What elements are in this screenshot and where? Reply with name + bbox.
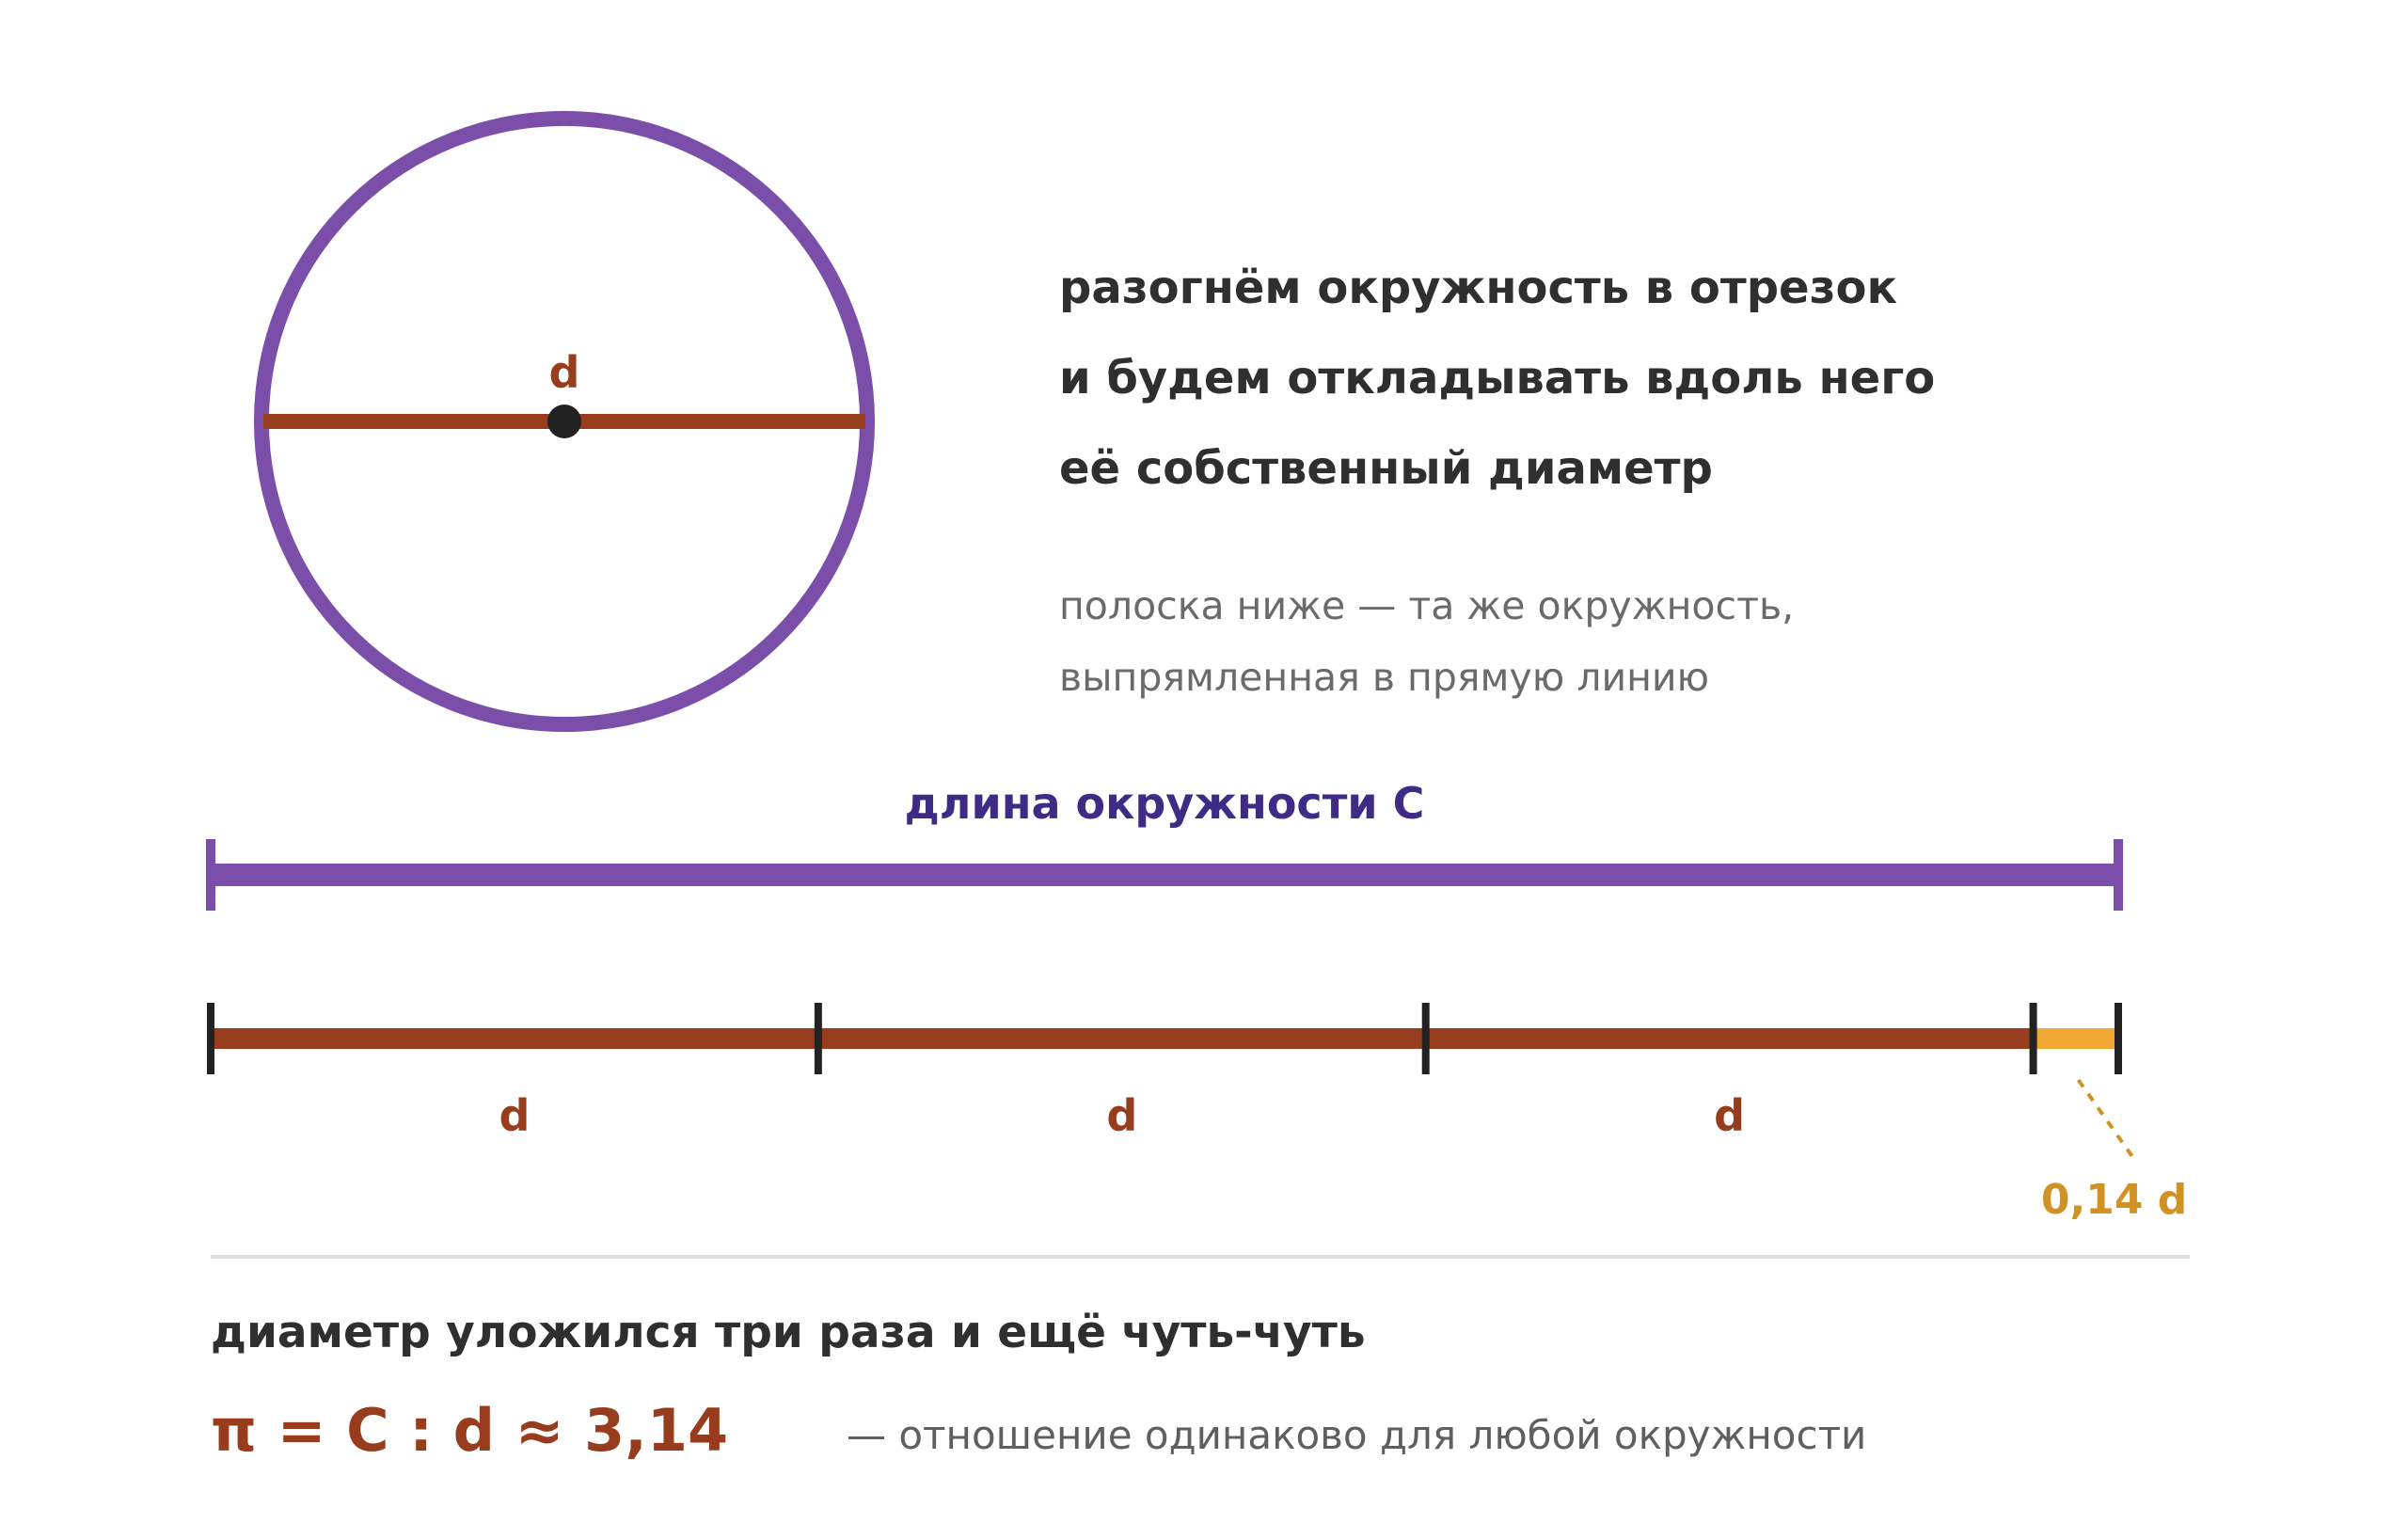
remainder-leader-line — [2076, 1078, 2139, 1165]
circle-group: d — [254, 111, 875, 732]
diameter-segment-label-1: d — [499, 1090, 530, 1141]
note-line-2: выпрямленная в прямую линию — [1059, 655, 1709, 700]
circle-center-dot — [547, 405, 581, 438]
diameter-segment-label-2: d — [1106, 1090, 1137, 1141]
formula-note: — отношение одинаково для любой окружнос… — [847, 1412, 1866, 1458]
note-line-1: полоска ниже — та же окружность, — [1059, 583, 1794, 628]
pi-formula: π = C : d ≈ 3,14 — [211, 1396, 728, 1465]
diameter-segment-label-3: d — [1714, 1090, 1745, 1141]
remainder-label: 0,14 d — [2041, 1176, 2187, 1224]
circle — [254, 111, 875, 732]
heading-block: разогнём окружность в отрезок и будем от… — [1059, 262, 1935, 495]
heading-line-1: разогнём окружность в отрезок — [1059, 262, 1897, 314]
note-block: полоска ниже — та же окружность, выпрямл… — [1059, 583, 1794, 700]
circumference-bar-group: длина окружности C — [206, 778, 2123, 911]
heading-line-2: и будем откладывать вдоль него — [1059, 352, 1935, 405]
conclusion-text: диаметр уложился три раза и ещё чуть-чут… — [211, 1307, 1366, 1358]
heading-line-3: её собственный диаметр — [1059, 442, 1713, 495]
diameter-bar-group: d d d 0,14 d — [207, 1003, 2187, 1224]
circumference-label: длина окружности C — [905, 778, 1425, 829]
circle-diameter-label: d — [549, 347, 580, 398]
